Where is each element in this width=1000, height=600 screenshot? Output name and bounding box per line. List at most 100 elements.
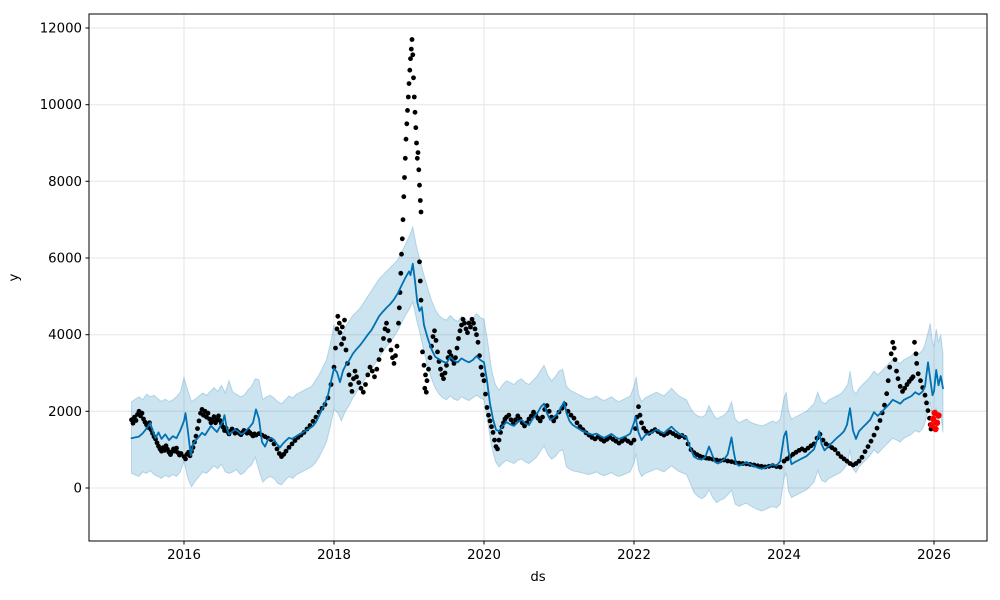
observation-point — [424, 378, 430, 384]
observation-point — [636, 404, 641, 410]
observation-point — [451, 361, 457, 366]
x-tick-label: 2018 — [317, 548, 351, 563]
observation-point — [444, 362, 449, 368]
observation-point — [492, 437, 497, 443]
observation-point — [495, 446, 500, 452]
observation-point — [472, 326, 478, 332]
observation-point — [396, 320, 401, 326]
y-axis-label: y — [7, 273, 22, 281]
observation-point — [430, 334, 436, 339]
observation-point — [388, 347, 394, 353]
observation-point — [417, 278, 423, 284]
y-tick-label: 0 — [74, 482, 82, 497]
observation-point — [506, 412, 512, 418]
observation-point — [333, 345, 338, 351]
observation-point — [274, 446, 280, 452]
uncertainty-band — [131, 225, 944, 512]
observation-point — [902, 385, 908, 391]
observation-point — [639, 420, 644, 426]
observation-point — [888, 351, 894, 357]
observation-point — [777, 464, 783, 470]
observation-point — [835, 451, 841, 456]
observation-point — [637, 412, 643, 418]
y-tick-label: 6000 — [48, 252, 82, 267]
observation-point — [862, 449, 868, 454]
observation-point — [897, 384, 903, 389]
observation-point — [416, 167, 422, 173]
observation-point — [398, 270, 404, 276]
observation-point — [551, 418, 557, 424]
observation-point — [391, 361, 397, 366]
observation-point — [427, 355, 433, 361]
observation-point — [400, 217, 406, 223]
observation-point — [759, 463, 764, 469]
observation-point — [453, 355, 458, 361]
observation-point — [133, 418, 139, 423]
observation-point — [912, 339, 917, 345]
plot-area: 2016 2018 2020 2022 2024 2026 0 2000 4000 6000 800… — [40, 13, 988, 563]
observation-point — [454, 345, 460, 351]
observation-point — [372, 374, 377, 380]
observation-point — [435, 349, 440, 355]
observation-point — [922, 392, 928, 398]
observation-point — [408, 46, 414, 52]
observation-point — [925, 408, 931, 413]
observation-point — [528, 413, 534, 419]
observation-point — [408, 56, 413, 62]
observation-point — [417, 198, 423, 203]
observation-point — [891, 345, 897, 351]
observation-point — [487, 418, 493, 424]
observation-point — [865, 444, 871, 449]
observation-point — [892, 357, 898, 362]
observation-point — [205, 410, 211, 416]
observation-point — [356, 380, 362, 385]
observation-point — [418, 297, 424, 303]
highlighted-point — [933, 419, 941, 426]
x-tick-label: 2022 — [617, 548, 651, 563]
observation-point — [887, 364, 893, 370]
observation-point — [729, 459, 734, 465]
observation-point — [423, 389, 429, 395]
observation-point — [331, 364, 337, 370]
observation-point — [385, 328, 391, 334]
observation-point — [877, 418, 883, 423]
observation-point — [468, 324, 473, 330]
observation-point — [868, 438, 874, 444]
observation-point — [423, 372, 428, 378]
observation-point — [352, 368, 358, 374]
x-tick-label: 2020 — [467, 548, 501, 563]
observation-point — [432, 328, 437, 334]
observation-point — [856, 458, 862, 464]
observation-point — [381, 336, 386, 341]
observation-point — [422, 385, 428, 391]
observation-point — [336, 320, 342, 326]
observation-point — [178, 451, 184, 456]
observation-point — [571, 415, 577, 421]
observation-point — [859, 454, 865, 460]
observation-point — [401, 194, 407, 200]
observation-point — [418, 209, 424, 215]
observation-point — [365, 372, 371, 378]
observation-point — [394, 343, 400, 349]
observation-point — [481, 378, 487, 384]
observation-point — [469, 316, 475, 322]
y-tick-label: 10000 — [40, 98, 82, 113]
observation-point — [465, 330, 470, 336]
observation-point — [426, 366, 431, 372]
observation-point — [475, 339, 481, 345]
observation-point — [490, 430, 496, 435]
observation-point — [360, 389, 366, 395]
observation-point — [339, 341, 344, 347]
observation-point — [895, 376, 901, 382]
observation-point — [367, 364, 373, 370]
observation-point — [174, 445, 179, 451]
highlighted-point — [935, 412, 942, 419]
x-tick-label: 2026 — [917, 548, 951, 563]
observation-point — [414, 155, 420, 161]
observation-point — [349, 389, 355, 394]
highlighted-point — [932, 425, 939, 433]
observation-point — [832, 447, 838, 453]
observation-point — [354, 374, 359, 380]
